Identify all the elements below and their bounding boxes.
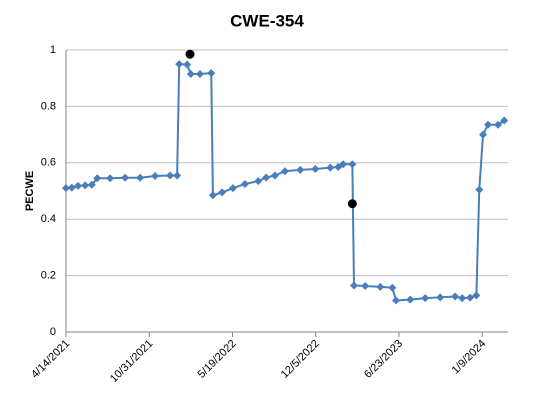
point [466,293,475,302]
point [62,184,70,193]
x-tick-label: 6/23/2023 [362,338,405,381]
point [136,173,145,182]
point [494,120,503,129]
y-tick-label: 0.2 [41,270,56,282]
point [186,69,195,78]
point [348,160,357,169]
point [262,173,271,182]
series-line [65,63,505,302]
point [207,69,216,78]
point [500,116,509,125]
point [475,185,484,194]
point [183,60,192,69]
x-tick-label: 1/9/2024 [450,338,489,377]
point [326,163,335,172]
point [218,188,227,197]
point [87,180,96,189]
point [280,167,289,176]
point [451,292,460,301]
point [361,282,370,291]
x-tick-label: 4/14/2021 [29,338,72,381]
point [436,293,445,302]
x-tick-label: 5/19/2022 [196,338,239,381]
point [296,165,305,174]
point [458,294,467,303]
point [228,184,237,193]
point [93,174,102,183]
point [479,130,488,139]
point [166,171,175,180]
y-tick-label: 0 [50,326,56,338]
point [121,173,130,182]
y-tick-label: 0.6 [41,157,56,169]
point [208,191,217,200]
point [347,199,357,209]
point [196,69,205,78]
point [311,165,320,174]
point [151,172,160,181]
x-tick-label: 10/31/2021 [108,338,155,385]
point [185,49,195,59]
point [376,282,385,291]
point [175,60,184,69]
y-axis-label: PECWE [24,171,36,211]
point [67,183,76,192]
point [270,171,279,180]
point [339,160,348,169]
point [472,291,481,300]
x-tick-label: 12/5/2022 [279,338,322,381]
point [106,174,115,183]
y-tick-label: 0.8 [41,100,56,112]
chart-title: CWE-354 [230,11,304,30]
point [350,281,359,290]
point [81,181,90,190]
point [421,294,430,303]
point [254,177,263,186]
point [484,120,493,129]
point [74,181,83,190]
point [406,295,415,304]
y-tick-label: 1 [50,44,56,56]
point [240,179,249,188]
point [392,296,401,305]
point [388,283,397,292]
point [173,171,182,180]
y-tick-label: 0.4 [41,213,56,225]
